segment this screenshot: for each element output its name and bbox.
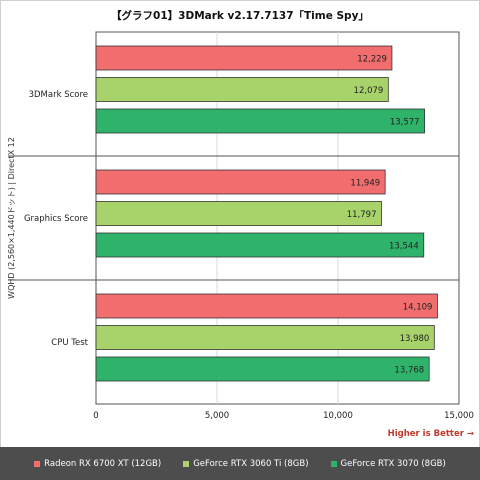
y-axis-label: WQHD (2,560×1,440ドット) | DirectX 12 — [7, 137, 16, 299]
category-label: 3DMark Score — [29, 90, 88, 100]
higher-is-better-note: Higher is Better → — [388, 429, 474, 439]
x-tick-label: 15,000 — [444, 411, 474, 421]
data-label: 14,109 — [403, 303, 433, 313]
chart-title: 【グラフ01】3DMark v2.17.7137「Time Spy」 — [111, 10, 369, 22]
bar — [95, 356, 430, 382]
data-label: 13,577 — [390, 118, 420, 128]
bar — [95, 293, 438, 319]
data-label: 13,980 — [400, 334, 430, 344]
category-label: Graphics Score — [24, 214, 88, 224]
x-tick-label: 10,000 — [323, 411, 353, 421]
data-label: 13,768 — [394, 366, 424, 376]
legend-swatch — [34, 460, 41, 467]
bar-chart: 12,229 12,079 13,577 3DMark Score 11,949 11,7… — [7, 31, 474, 439]
legend-label: Radeon RX 6700 XT (12GB) — [44, 458, 162, 469]
x-tick-label: 0 — [93, 411, 98, 421]
legend-label: GeForce RTX 3070 (8GB) — [340, 458, 446, 469]
data-label: 12,079 — [354, 86, 384, 96]
legend-label: GeForce RTX 3060 Ti (8GB) — [193, 458, 309, 469]
data-label: 13,544 — [389, 242, 419, 252]
data-label: 11,797 — [347, 210, 377, 220]
x-tick-label: 5,000 — [205, 411, 229, 421]
bar — [95, 45, 393, 71]
category-label: CPU Test — [51, 338, 88, 348]
bar — [95, 77, 389, 102]
bar — [95, 325, 435, 350]
bar — [95, 108, 425, 134]
legend-entry: GeForce RTX 3070 (8GB) — [330, 458, 446, 469]
legend-entry: GeForce RTX 3060 Ti (8GB) — [183, 458, 309, 469]
bar — [95, 232, 425, 258]
legend-swatch — [183, 460, 190, 467]
bar — [95, 201, 382, 226]
legend-entry: Radeon RX 6700 XT (12GB) — [34, 459, 161, 469]
legend-swatch — [330, 460, 337, 467]
data-label: 11,949 — [350, 179, 380, 189]
legend: Radeon RX 6700 XT (12GB) GeForce RTX 3060… — [0, 447, 480, 480]
bar — [95, 169, 386, 195]
data-label: 12,229 — [357, 55, 387, 65]
